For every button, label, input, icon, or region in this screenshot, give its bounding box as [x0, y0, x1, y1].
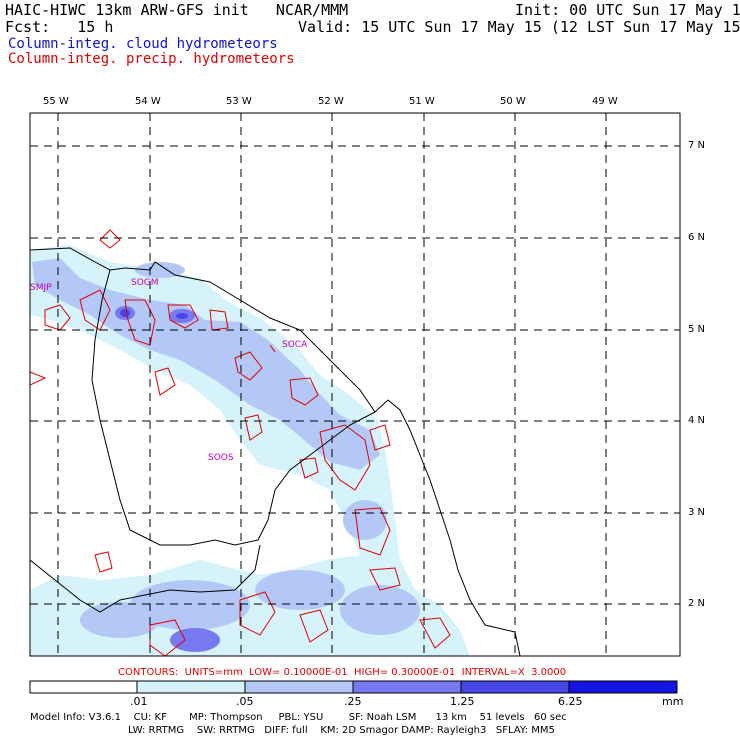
colorbar [29, 680, 678, 694]
colorbar-bin-4 [352, 680, 462, 694]
model-info-line2: LW: RRTMG SW: RRTMG DIFF: full KM: 2D Sm… [128, 725, 555, 736]
model-title: HAIC-HIWC 13km ARW-GFS init NCAR/MMM [5, 1, 349, 19]
colorbar-bin-3 [244, 680, 354, 694]
lat-label: 6 N [688, 232, 706, 243]
lon-label: 53 W [226, 96, 252, 107]
station-label: SMJP [30, 283, 52, 293]
lat-label: 7 N [688, 140, 706, 151]
lon-label: 54 W [135, 96, 161, 107]
map-frame [29, 112, 681, 657]
cloud-shading-light [30, 245, 470, 656]
lat-label: 2 N [688, 598, 706, 609]
cloud-max-2 [176, 313, 188, 319]
colorbar-tick: 6.25 [558, 695, 583, 708]
station-label: SOOS [208, 453, 234, 463]
lon-label: 55 W [43, 96, 69, 107]
forecast-hour: Fcst: 15 h [5, 18, 114, 36]
lat-label: 3 N [688, 507, 706, 518]
coastline [30, 247, 521, 656]
init-time: Init: 00 UTC Sun 17 May 15 [515, 1, 740, 19]
field-precip-label: Column-integ. precip. hydrometeors [8, 51, 295, 67]
latlon-grid [30, 113, 680, 656]
colorbar-tick: .01 [130, 695, 148, 708]
lat-label: 5 N [688, 324, 706, 335]
lon-label: 49 W [592, 96, 618, 107]
contours-info: CONTOURS: UNITS=mm LOW= 0.10000E-01 HIGH… [118, 667, 567, 678]
lon-label: 52 W [318, 96, 344, 107]
valid-time: Valid: 15 UTC Sun 17 May 15 (12 LST Sun … [298, 18, 740, 36]
colorbar-tick: .25 [344, 695, 362, 708]
colorbar-bin-5 [460, 680, 570, 694]
model-info-line1: Model Info: V3.6.1 CU: KF MP: Thompson P… [30, 712, 567, 723]
lat-label: 4 N [688, 415, 706, 426]
lon-label: 51 W [409, 96, 435, 107]
axis-ticks [57, 113, 680, 605]
station-label: SOCA [282, 340, 308, 350]
colorbar-unit: mm [662, 695, 684, 708]
cloud-max-1 [120, 309, 130, 317]
colorbar-tick: .05 [236, 695, 254, 708]
colorbar-tick: 1.25 [450, 695, 475, 708]
station-label: SOGM [131, 278, 159, 288]
colorbar-bin-1 [29, 680, 138, 694]
lon-label: 50 W [500, 96, 526, 107]
colorbar-bin-6 [568, 680, 678, 694]
colorbar-bin-2 [136, 680, 246, 694]
field-cloud-label: Column-integ. cloud hydrometeors [8, 36, 278, 52]
